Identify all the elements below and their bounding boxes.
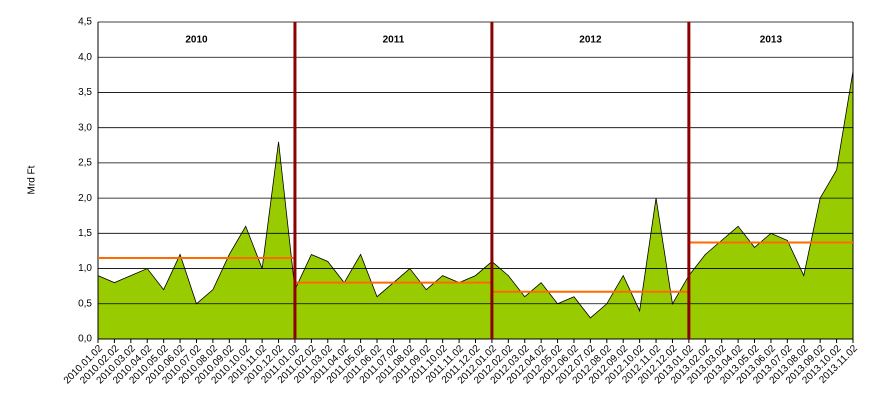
y-axis-title: Mrd Ft <box>27 165 38 194</box>
period-label: 2011 <box>383 35 405 46</box>
y-tick-label: 3,0 <box>78 122 92 133</box>
area <box>97 71 854 340</box>
period-label: 2010 <box>185 35 208 46</box>
y-tick-label: 0,5 <box>78 298 92 309</box>
y-tick-label: 2,5 <box>78 158 92 169</box>
period-label: 2013 <box>760 35 783 46</box>
y-tick-label: 1,0 <box>78 263 92 274</box>
y-tick-label: 3,5 <box>78 87 92 98</box>
y-tick-label: 1,5 <box>78 228 92 239</box>
y-tick-label: 2,0 <box>78 193 92 204</box>
y-tick-label: 0,0 <box>78 334 92 345</box>
period-label: 2012 <box>579 35 602 46</box>
y-tick-label: 4,5 <box>78 17 92 28</box>
y-tick-label: 4,0 <box>78 52 92 63</box>
